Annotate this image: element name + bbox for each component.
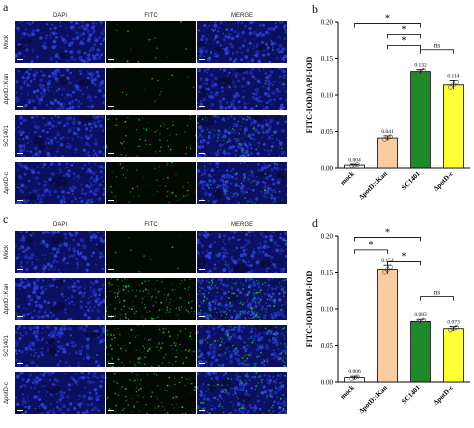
column-header-fitc: FITC bbox=[106, 13, 196, 19]
micrograph-a-potd-kan-dapi bbox=[15, 68, 105, 110]
column-header-merge: MERGE bbox=[197, 222, 287, 228]
micrograph-c-potd-kan-merge bbox=[197, 278, 287, 320]
panel-label-c: c bbox=[3, 212, 8, 227]
value-label: 0.083 bbox=[414, 312, 427, 318]
bar-3 bbox=[444, 329, 464, 382]
micrograph-a-potd-c-merge bbox=[197, 162, 287, 204]
value-label: 0.114 bbox=[447, 73, 459, 79]
micrograph-c-mock-dapi bbox=[15, 231, 105, 273]
y-tick-label: 0.05 bbox=[321, 342, 334, 350]
bar-2 bbox=[411, 72, 431, 168]
micrograph-c-mock-merge bbox=[197, 231, 287, 273]
significance-label: * bbox=[402, 24, 407, 35]
micrograph-c-sc1401-fitc bbox=[106, 325, 196, 367]
micrograph-a-sc1401-dapi bbox=[15, 115, 105, 157]
x-tick-label: mock bbox=[339, 384, 356, 401]
y-tick-label: 0.00 bbox=[321, 165, 334, 173]
bar-1 bbox=[378, 270, 398, 382]
y-tick-label: 0.20 bbox=[321, 233, 334, 241]
bar-chart-d: FITC-IOD/DAPI-IOD 0.00 0.05 0.10 0.15 0.20 0.0… bbox=[304, 228, 474, 428]
micrograph-a-mock-fitc bbox=[106, 21, 196, 63]
x-tick-label: mock bbox=[339, 170, 356, 187]
micrograph-c-sc1401-dapi bbox=[15, 325, 105, 367]
x-tick-label: ΔpotD-c bbox=[432, 384, 455, 407]
row-label-potd-c: ΔpotD-c bbox=[4, 158, 10, 208]
micrograph-c-potd-c-merge bbox=[197, 372, 287, 414]
x-tick-label: ΔpotD::Kan bbox=[357, 170, 389, 202]
column-header-fitc: FITC bbox=[106, 222, 196, 228]
row-label-sc1401: SC1401 bbox=[4, 111, 10, 161]
row-label-sc1401: SC1401 bbox=[4, 321, 10, 371]
y-tick-label: 0.15 bbox=[321, 55, 334, 63]
y-axis-label: FITC-IOD/DAPI-IOD bbox=[305, 271, 314, 348]
micrograph-c-sc1401-merge bbox=[197, 325, 287, 367]
value-label: 0.132 bbox=[414, 62, 427, 68]
micrograph-a-sc1401-fitc bbox=[106, 115, 196, 157]
column-header-dapi: DAPI bbox=[15, 13, 105, 19]
y-tick-label: 0.05 bbox=[321, 128, 334, 136]
x-tick-label: ΔpotD-c bbox=[432, 170, 455, 193]
significance-label: * bbox=[402, 35, 407, 46]
value-label: 0.004 bbox=[348, 157, 361, 163]
significance-label: * bbox=[385, 14, 390, 24]
micrograph-c-potd-c-dapi bbox=[15, 372, 105, 414]
micrograph-c-mock-fitc bbox=[106, 231, 196, 273]
row-label-mock: Mock bbox=[4, 17, 10, 67]
significance-bracket bbox=[421, 297, 454, 301]
micrograph-c-potd-c-fitc bbox=[106, 372, 196, 414]
x-tick-label: SC1401 bbox=[400, 169, 422, 191]
micrograph-a-potd-kan-fitc bbox=[106, 68, 196, 110]
significance-label: ns bbox=[434, 42, 441, 50]
value-label: 0.006 bbox=[348, 369, 361, 375]
bar-2 bbox=[411, 321, 431, 382]
y-tick-label: 0.20 bbox=[321, 19, 334, 27]
bar-3 bbox=[444, 85, 464, 168]
x-tick-label: SC1401 bbox=[400, 383, 422, 405]
micrograph-a-mock-dapi bbox=[15, 21, 105, 63]
micrograph-c-potd-kan-dapi bbox=[15, 278, 105, 320]
micrograph-a-potd-c-dapi bbox=[15, 162, 105, 204]
micrograph-a-potd-c-fitc bbox=[106, 162, 196, 204]
value-label: 0.073 bbox=[447, 320, 460, 326]
micrograph-a-mock-merge bbox=[197, 21, 287, 63]
bar-1 bbox=[378, 138, 398, 168]
significance-label: ns bbox=[434, 289, 441, 297]
significance-label: * bbox=[369, 240, 374, 251]
y-tick-label: 0.10 bbox=[321, 92, 334, 100]
column-header-merge: MERGE bbox=[197, 13, 287, 19]
bar-chart-b: FITC-IOD/DAPI-IOD 0.00 0.05 0.10 0.15 0.20 0.0… bbox=[304, 14, 474, 214]
significance-bracket bbox=[421, 50, 454, 54]
column-header-dapi: DAPI bbox=[15, 222, 105, 228]
significance-label: * bbox=[402, 252, 407, 263]
row-label-potd-c: ΔpotD-c bbox=[4, 368, 10, 418]
micrograph-a-sc1401-merge bbox=[197, 115, 287, 157]
y-axis-label: FITC-IOD/DAPI-IOD bbox=[305, 57, 314, 134]
y-tick-label: 0.10 bbox=[321, 306, 334, 314]
value-label: 0.041 bbox=[381, 129, 394, 135]
x-tick-label: ΔpotD::Kan bbox=[357, 384, 389, 416]
row-label-potd-kan: ΔpotD::Kan bbox=[4, 274, 10, 324]
significance-label: * bbox=[385, 228, 390, 238]
micrograph-a-potd-kan-merge bbox=[197, 68, 287, 110]
y-tick-label: 0.00 bbox=[321, 379, 334, 387]
row-label-mock: Mock bbox=[4, 227, 10, 277]
micrograph-c-potd-kan-fitc bbox=[106, 278, 196, 320]
y-tick-label: 0.15 bbox=[321, 269, 334, 277]
row-label-potd-kan: ΔpotD::Kan bbox=[4, 64, 10, 114]
panel-label-a: a bbox=[3, 0, 8, 15]
